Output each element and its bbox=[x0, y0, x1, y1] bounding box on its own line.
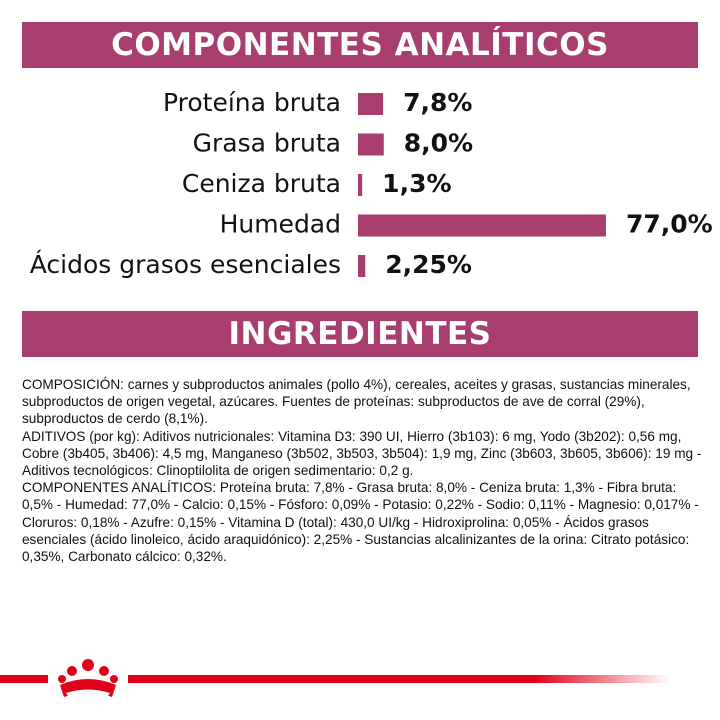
ingredients-text-block: COMPOSICIÓN: carnes y subproductos anima… bbox=[22, 376, 702, 565]
analytic-components-title: COMPONENTES ANALÍTICOS bbox=[111, 27, 609, 63]
footer-right-red-line bbox=[128, 675, 670, 683]
ingredients-title: INGREDIENTES bbox=[228, 316, 492, 352]
bar-value-label: 7,8% bbox=[403, 88, 472, 117]
bar-value-label: 1,3% bbox=[382, 169, 451, 198]
royal-crown-logo-icon bbox=[58, 659, 118, 697]
bar bbox=[358, 174, 363, 196]
bar-value-label: 8,0% bbox=[404, 129, 473, 158]
bar bbox=[358, 255, 366, 277]
bar-category-label: Humedad bbox=[220, 210, 341, 239]
composition-paragraph: COMPOSICIÓN: carnes y subproductos anima… bbox=[22, 377, 691, 427]
bar bbox=[358, 214, 606, 237]
ingredients-banner: INGREDIENTES bbox=[22, 311, 698, 357]
bar-category-label: Proteína bruta bbox=[163, 88, 341, 117]
analytic-bar-chart: Proteína bruta 7,8% Grasa bruta 8,0% Ceniza … bbox=[30, 88, 713, 279]
bar bbox=[358, 133, 384, 156]
bar bbox=[358, 93, 384, 115]
bar-category-label: Grasa bruta bbox=[193, 129, 341, 158]
bar-value-label: 77,0% bbox=[626, 210, 713, 239]
bar-value-label: 2,25% bbox=[385, 250, 472, 279]
bar-category-label: Ceniza bruta bbox=[182, 169, 341, 198]
footer-brand-strip bbox=[0, 659, 670, 697]
analytic-components-paragraph: COMPONENTES ANALÍTICOS: Proteína bruta: … bbox=[22, 480, 699, 565]
bar-category-label: Ácidos grasos esenciales bbox=[30, 250, 341, 279]
additives-paragraph: ADITIVOS (por kg): Aditivos nutricionale… bbox=[22, 428, 702, 479]
analytic-components-banner: COMPONENTES ANALÍTICOS bbox=[22, 22, 698, 68]
footer-left-red-line bbox=[0, 675, 48, 683]
